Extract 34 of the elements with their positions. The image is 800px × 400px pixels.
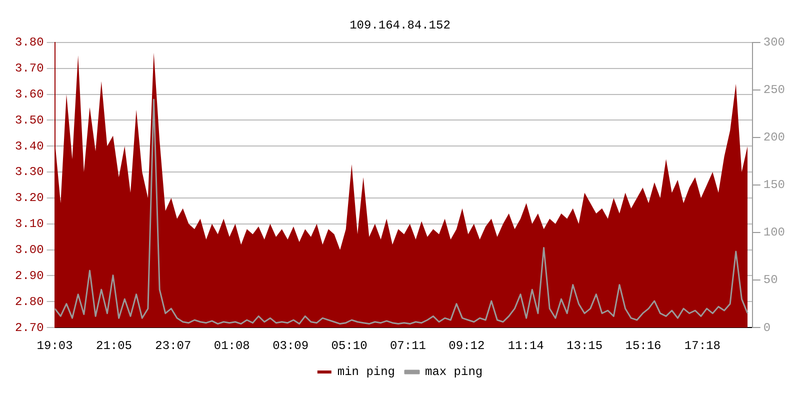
x-tick-label: 11:14: [508, 338, 544, 353]
y-tick-label: 2.70: [14, 320, 44, 335]
y2-tick-label: 50: [763, 273, 778, 288]
x-tick-label: 05:10: [331, 338, 368, 353]
y-tick-label: 3.60: [14, 87, 44, 102]
y2-tick-label: 300: [763, 36, 786, 50]
y-tick-label: 2.80: [14, 294, 44, 309]
y2-tick-label: 0: [763, 320, 771, 335]
x-tick-label: 21:05: [96, 338, 132, 353]
x-tick-label: 07:11: [390, 338, 426, 353]
x-tick-label: 13:15: [566, 338, 603, 353]
x-tick-label: 23:07: [155, 338, 192, 353]
legend-label: max ping: [425, 365, 483, 380]
y-tick-label: 3.20: [14, 191, 44, 206]
x-tick-label: 15:16: [625, 338, 662, 353]
y-tick-label: 3.40: [14, 139, 44, 154]
y-tick-label: 3.00: [14, 242, 44, 257]
x-tick-label: 01:08: [214, 338, 250, 353]
y-tick-label: 3.80: [14, 36, 44, 50]
y2-tick-label: 250: [763, 83, 786, 98]
chart-title: 109.164.84.152: [350, 18, 450, 32]
y-tick-label: 3.10: [14, 217, 44, 232]
x-tick-label: 19:03: [36, 338, 73, 353]
y2-tick-label: 100: [763, 226, 786, 240]
y2-tick-label: 150: [763, 178, 786, 192]
x-tick-label: 03:09: [272, 338, 309, 353]
y-tick-label: 2.90: [14, 268, 44, 283]
legend-label: min ping: [337, 365, 395, 380]
x-tick-label: 17:18: [684, 338, 720, 353]
y2-tick-label: 200: [763, 130, 786, 145]
y-tick-label: 3.30: [14, 165, 44, 180]
y-tick-label: 3.50: [14, 113, 44, 128]
x-tick-label: 09:12: [448, 338, 485, 353]
y-tick-label: 3.70: [14, 62, 44, 76]
